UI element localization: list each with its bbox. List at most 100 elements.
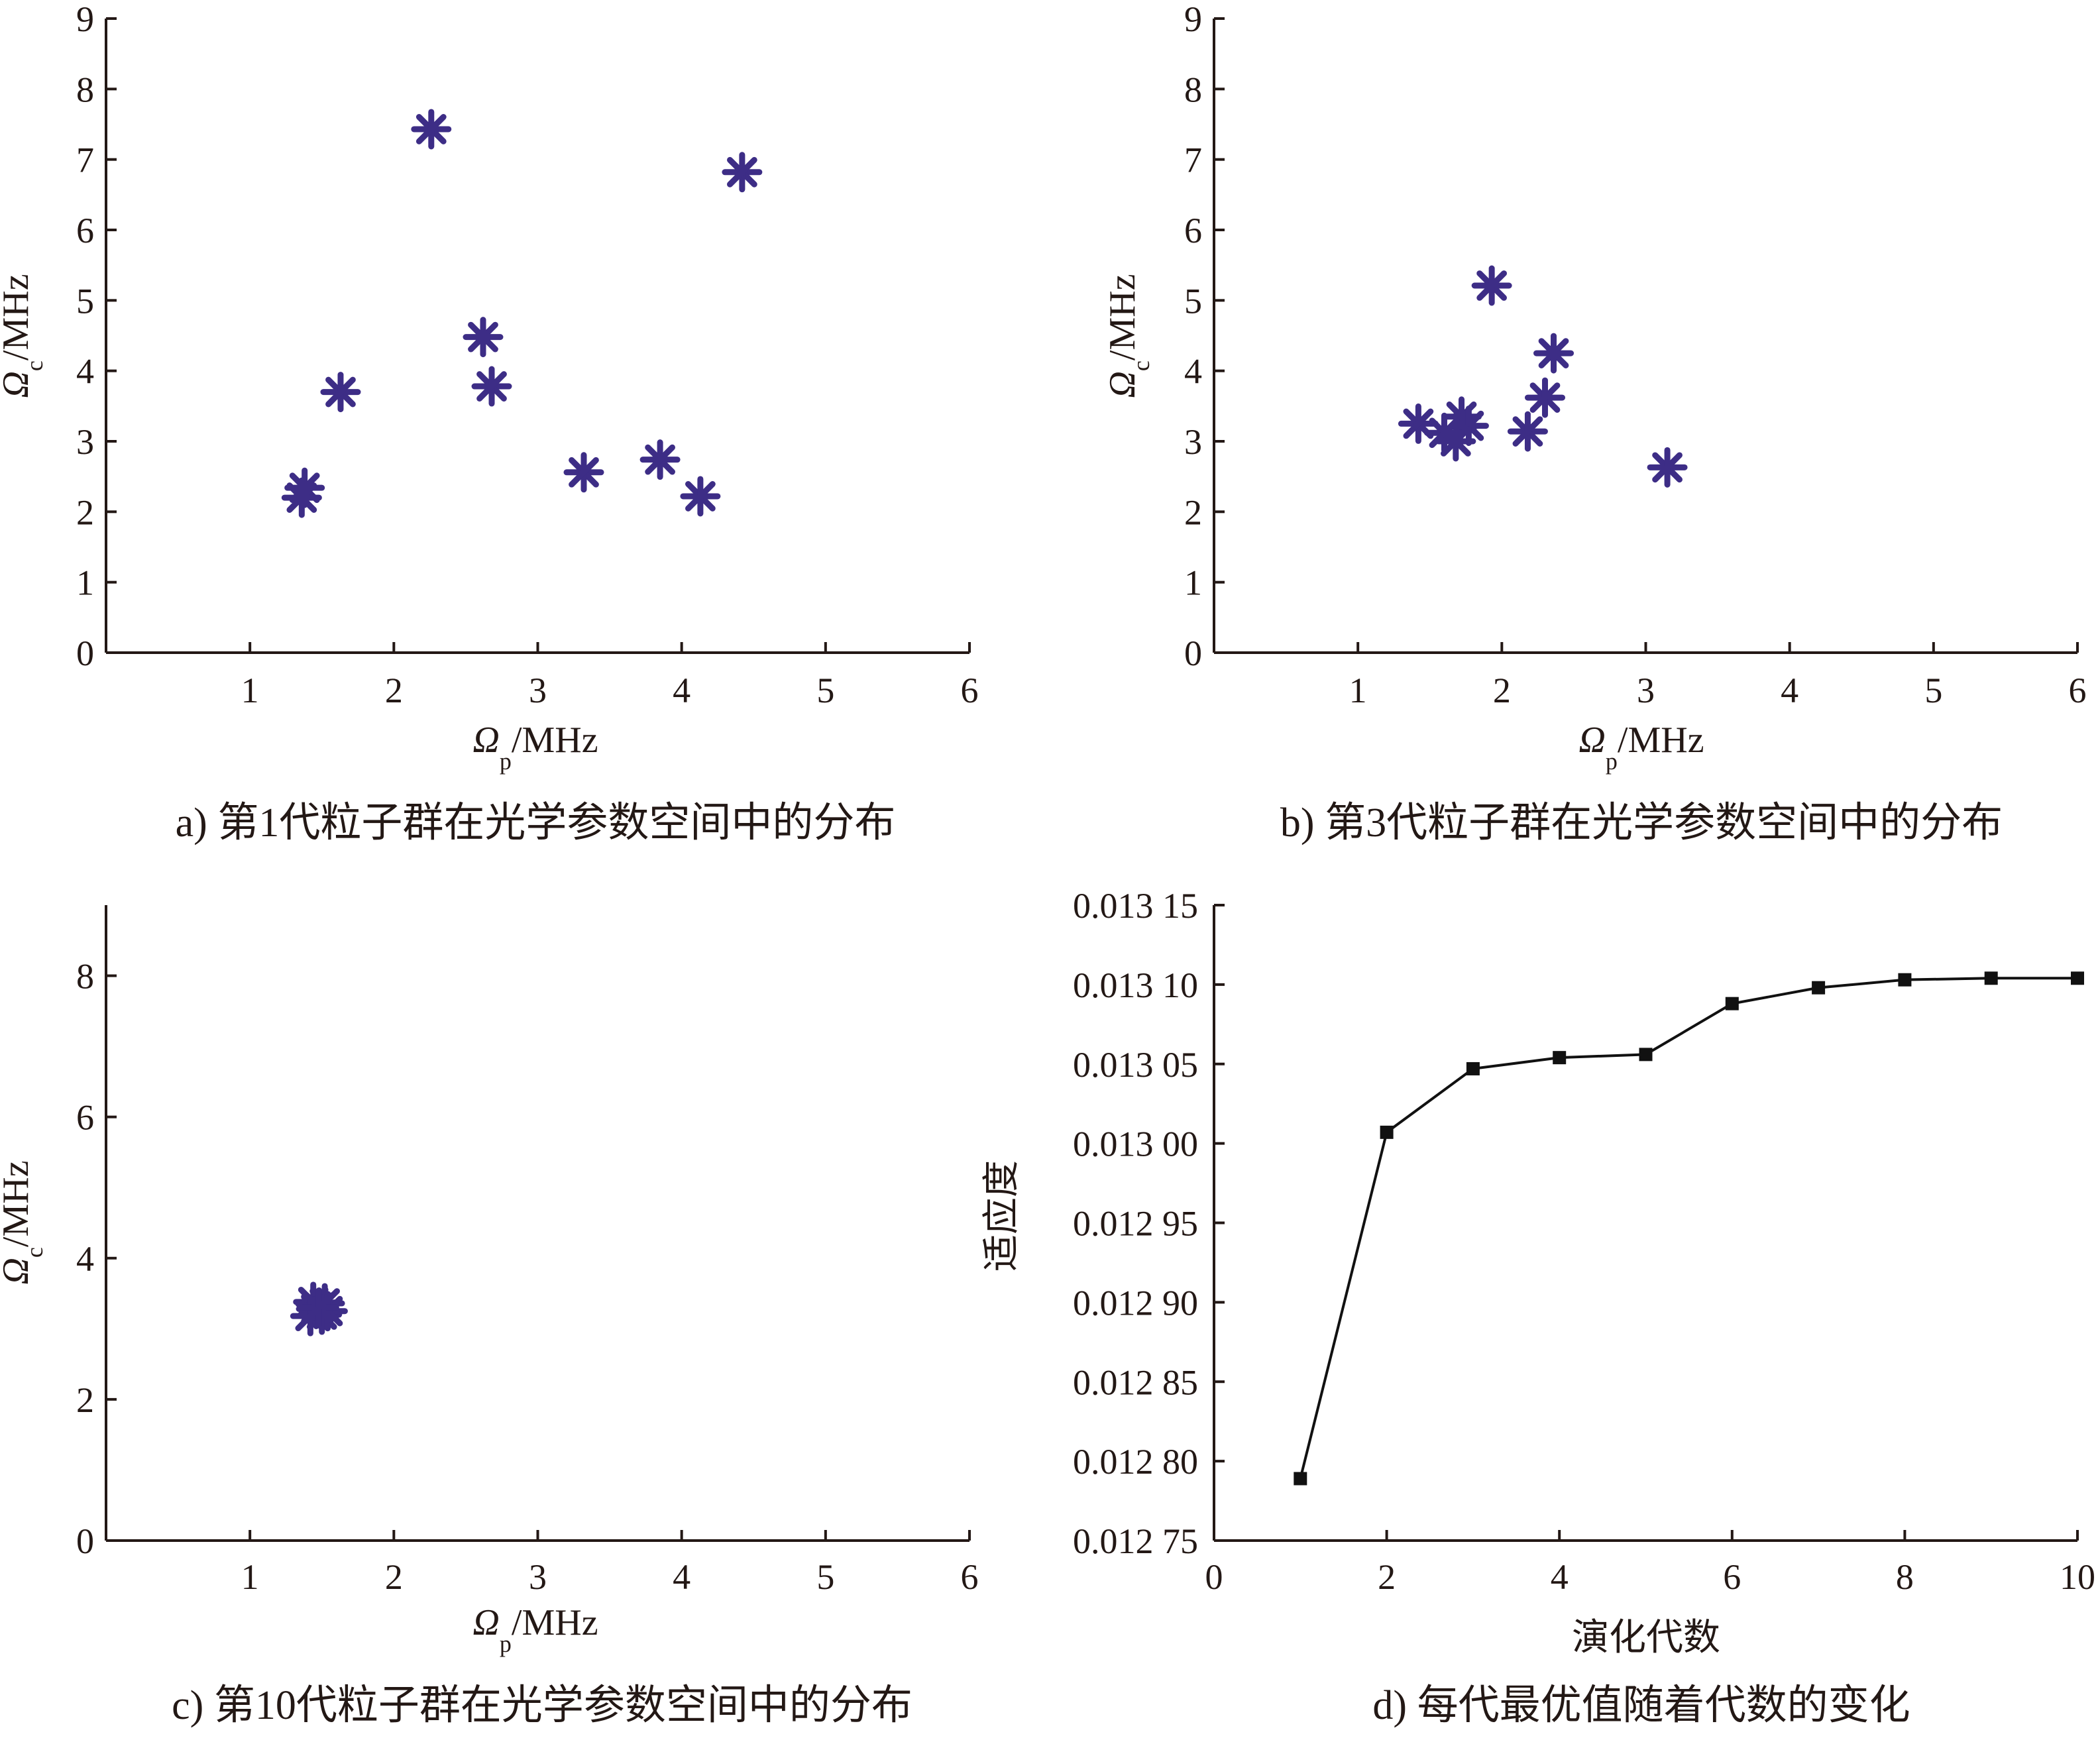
panel-d-y-tick-label: 0.012 95	[1073, 1204, 1198, 1244]
panel-d-point-8	[1984, 971, 1998, 985]
panel-b-y-tick-label: 9	[1184, 0, 1202, 39]
panel-a-point-0	[411, 109, 452, 150]
panel-b-x-tick-label: 3	[1637, 671, 1655, 710]
panel-a-x-tick-label: 4	[673, 671, 691, 710]
panel-b-point-9	[1647, 447, 1688, 488]
panel-a-x-tick-label: 5	[816, 671, 834, 710]
panel-c-y-tick-label: 2	[76, 1380, 94, 1420]
panel-d-x-tick-label: 2	[1378, 1557, 1396, 1597]
panel-b-y-tick-label: 1	[1184, 563, 1202, 603]
panel-b-x-tick-label: 6	[2069, 671, 2087, 710]
panel-b-y-tick-label: 7	[1184, 140, 1202, 180]
panel-a-x-tick-label: 2	[385, 671, 403, 710]
panel-b-y-tick-label: 5	[1184, 281, 1202, 321]
panel-a-y-tick-label: 6	[76, 211, 94, 250]
panel-b-y-tick-label: 6	[1184, 211, 1202, 250]
panel-a-x-tick-label: 6	[961, 671, 979, 710]
panel-b-y-tick-label: 8	[1184, 70, 1202, 109]
panel-a-point-4	[471, 366, 512, 407]
panel-d-y-tick-label: 0.012 90	[1073, 1283, 1198, 1323]
panel-d-point-7	[1898, 973, 1912, 987]
panel-b-x-tick-label: 1	[1349, 671, 1367, 710]
panel-a-x-axis-label: Ωp/MHz	[472, 720, 598, 775]
panel-c-x-tick-label: 5	[816, 1557, 834, 1597]
panel-b-point-7	[1435, 421, 1476, 462]
panel-b-y-tick-label: 2	[1184, 492, 1202, 532]
panel-a-y-tick-label: 9	[76, 0, 94, 39]
panel-c-y-tick-label: 0	[76, 1521, 94, 1561]
panel-c-scatter: 1 2 3 4 5 6 0 2 4 6 8 Ωp/MHz Ωc/MHz c) 第10代粒子群在光学参数空…	[0, 905, 979, 1728]
panel-b-y-axis-label: Ωc/MHz	[1102, 274, 1154, 398]
panel-c-x-tick-label: 3	[529, 1557, 547, 1597]
panel-a-point-9	[281, 477, 322, 518]
panel-d-point-3	[1553, 1051, 1567, 1065]
panel-d-caption: d) 每代最优值随着代数的变化	[1372, 1683, 1910, 1728]
panel-a-y-axis-label: Ωc/MHz	[0, 274, 48, 398]
panel-b-point-2	[1524, 377, 1565, 418]
panel-b-y-tick-label: 3	[1184, 422, 1202, 462]
panel-d-point-0	[1294, 1472, 1307, 1486]
panel-b-x-axis-label: Ωp/MHz	[1578, 720, 1704, 775]
panel-a-y-tick-label: 1	[76, 563, 94, 603]
panel-a-y-tick-label: 2	[76, 492, 94, 532]
panel-d-x-tick-label: 6	[1723, 1557, 1741, 1597]
panel-d-y-tick-label: 0.012 80	[1073, 1442, 1198, 1482]
panel-a-y-tick-label: 0	[76, 633, 94, 673]
panel-d-x-tick-label: 0	[1205, 1557, 1223, 1597]
panel-b-x-tick-label: 4	[1781, 671, 1798, 710]
panel-d-y-tick-label: 0.013 05	[1073, 1045, 1198, 1085]
panel-b-x-tick-label: 5	[1924, 671, 1942, 710]
panel-b-x-tick-label: 2	[1493, 671, 1511, 710]
panel-d-y-axis-label: 适应度	[981, 1160, 1022, 1272]
panel-d-y-tick-label: 0.012 85	[1073, 1362, 1198, 1402]
panel-a-caption: a) 第1代粒子群在光学参数空间中的分布	[176, 800, 896, 845]
panel-d-point-6	[1812, 981, 1826, 995]
panel-b-point-0	[1471, 265, 1512, 306]
panel-c-x-tick-label: 4	[673, 1557, 691, 1597]
panel-d-x-tick-label: 10	[2060, 1557, 2095, 1597]
panel-a-point-6	[639, 439, 681, 480]
panel-a-y-tick-label: 5	[76, 281, 94, 321]
panel-b-y-tick-label: 0	[1184, 633, 1202, 673]
panel-c-x-tick-label: 6	[961, 1557, 979, 1597]
panel-d-x-axis-label: 演化代数	[1572, 1617, 1720, 1659]
panel-d-series-line	[1299, 977, 2077, 1479]
panel-a-point-1	[722, 152, 763, 193]
panel-a-scatter: 1 2 3 4 5 6 0 1 2 3 4 5 6 7 8 9 Ωp/MHz Ωc/MHz a) 第1代粒子群在光…	[0, 0, 979, 845]
panel-c-caption: c) 第10代粒子群在光学参数空间中的分布	[172, 1683, 912, 1728]
panel-d-line-chart: 0 2 4 6 8 10 0.012 75 0.012 80 0.012 85 0.012 90 0…	[981, 886, 2095, 1728]
panel-c-x-tick-label: 2	[385, 1557, 403, 1597]
panel-c-x-tick-label: 1	[241, 1557, 259, 1597]
panel-a-y-tick-label: 8	[76, 70, 94, 109]
panel-d-point-5	[1725, 997, 1739, 1010]
panel-c-point-6	[298, 1287, 339, 1328]
panel-a-x-tick-label: 1	[241, 671, 259, 710]
panel-a-y-tick-label: 7	[76, 140, 94, 180]
panel-d-point-1	[1380, 1125, 1394, 1139]
panel-c-y-tick-label: 4	[76, 1239, 94, 1279]
panel-d-point-4	[1639, 1048, 1653, 1062]
panel-d-y-tick-label: 0.013 00	[1073, 1124, 1198, 1164]
panel-b-caption: b) 第3代粒子群在光学参数空间中的分布	[1280, 800, 2003, 845]
panel-c-y-axis-label: Ωc/MHz	[0, 1160, 48, 1284]
panel-d-x-tick-label: 4	[1551, 1557, 1569, 1597]
panel-b-y-tick-label: 4	[1184, 352, 1202, 392]
panel-d-y-tick-label: 0.012 75	[1073, 1521, 1198, 1561]
panel-c-x-axis-label: Ωp/MHz	[472, 1602, 598, 1657]
panel-a-point-7	[680, 476, 721, 517]
panel-d-point-9	[2071, 971, 2084, 985]
panel-a-point-3	[320, 372, 361, 413]
panel-a-point-2	[463, 317, 504, 358]
panel-a-x-tick-label: 3	[529, 671, 547, 710]
panel-a-point-5	[563, 452, 604, 493]
panel-c-y-tick-label: 6	[76, 1098, 94, 1138]
panel-d-x-tick-label: 8	[1896, 1557, 1914, 1597]
panel-a-y-tick-label: 4	[76, 352, 94, 392]
panel-b-scatter: 1 2 3 4 5 6 0 1 2 3 4 5 6 7 8 9 Ωp/MHz Ωc/MHz b) 第3代粒子群在光…	[1102, 0, 2087, 845]
panel-a-y-tick-label: 3	[76, 422, 94, 462]
panel-d-point-2	[1466, 1062, 1480, 1075]
panel-d-y-tick-label: 0.013 15	[1073, 886, 1198, 926]
panel-c-y-tick-label: 8	[76, 957, 94, 997]
panel-b-point-1	[1533, 333, 1575, 374]
